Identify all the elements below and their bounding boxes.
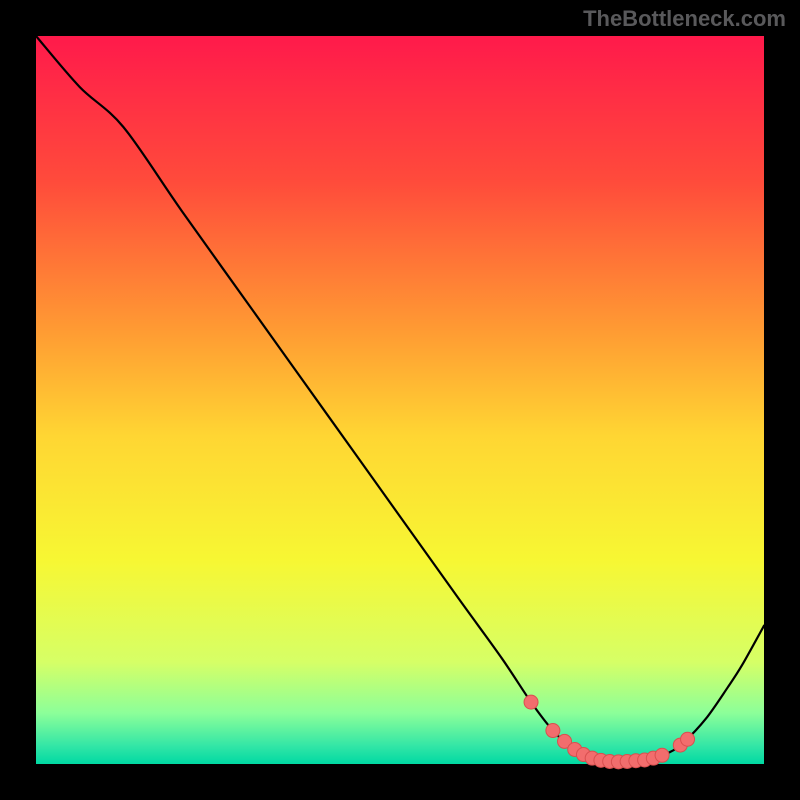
marker-point — [655, 748, 669, 762]
marker-point — [681, 732, 695, 746]
bottleneck-curve-chart — [0, 0, 800, 800]
plot-gradient-background — [36, 36, 764, 764]
attribution-watermark: TheBottleneck.com — [583, 6, 786, 32]
chart-container: TheBottleneck.com — [0, 0, 800, 800]
marker-point — [546, 724, 560, 738]
marker-point — [524, 695, 538, 709]
